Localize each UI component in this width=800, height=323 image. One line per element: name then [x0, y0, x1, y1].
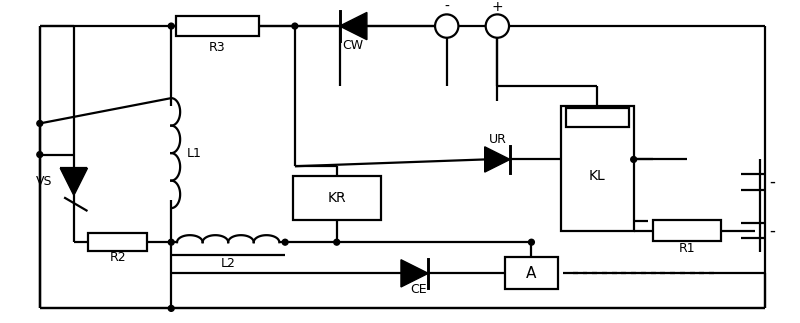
Polygon shape	[60, 168, 87, 195]
Circle shape	[37, 120, 42, 126]
Text: R3: R3	[209, 41, 226, 54]
Circle shape	[486, 15, 509, 38]
Bar	[653, 220, 722, 241]
Bar	[505, 257, 558, 289]
Bar	[176, 16, 259, 36]
Text: R2: R2	[110, 251, 126, 264]
Circle shape	[168, 23, 174, 29]
Text: L2: L2	[221, 257, 236, 270]
Text: A: A	[526, 266, 537, 281]
Bar	[293, 176, 381, 220]
Circle shape	[334, 239, 340, 245]
Text: CW: CW	[342, 39, 364, 52]
Bar	[561, 106, 634, 231]
Text: CE: CE	[410, 283, 427, 297]
Bar	[89, 234, 147, 251]
Text: KL: KL	[589, 169, 606, 183]
Text: R1: R1	[679, 242, 695, 255]
Text: UR: UR	[489, 133, 506, 146]
Polygon shape	[340, 12, 367, 40]
Text: L1: L1	[186, 147, 202, 160]
Bar	[566, 108, 629, 127]
Text: -: -	[444, 0, 449, 14]
Circle shape	[529, 239, 534, 245]
Circle shape	[168, 306, 174, 311]
Text: +: +	[491, 0, 503, 14]
Circle shape	[282, 239, 288, 245]
Polygon shape	[401, 260, 428, 287]
Circle shape	[292, 23, 298, 29]
Text: -: -	[769, 222, 775, 240]
Text: -: -	[769, 173, 775, 191]
Circle shape	[435, 15, 458, 38]
Text: KR: KR	[327, 192, 346, 205]
Text: VS: VS	[36, 175, 53, 188]
Circle shape	[630, 157, 637, 162]
Circle shape	[37, 152, 42, 158]
Polygon shape	[485, 147, 510, 172]
Circle shape	[168, 239, 174, 245]
